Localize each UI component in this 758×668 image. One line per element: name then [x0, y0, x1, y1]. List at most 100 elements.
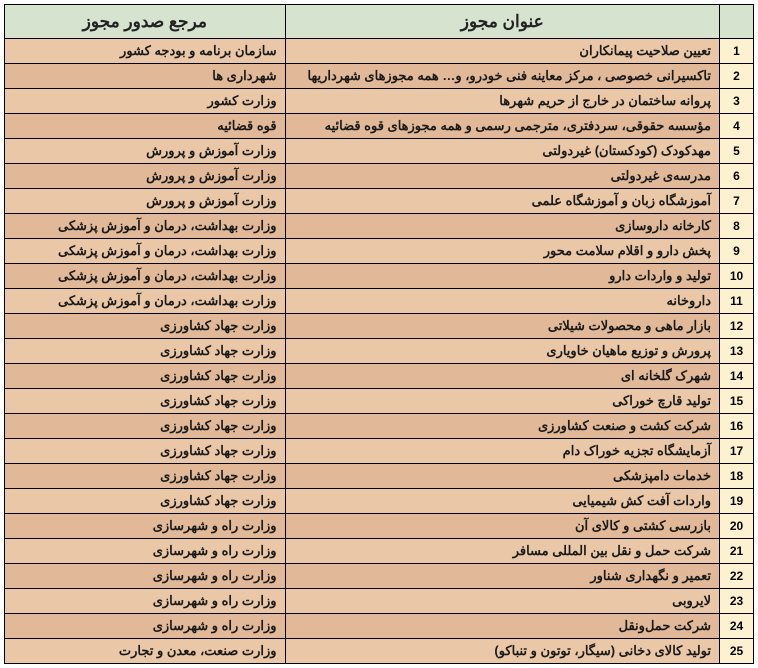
- permit-title: شرکت حمل‌ونقل: [285, 614, 719, 639]
- table-body: 1تعیین صلاحیت پیمانکارانسازمان برنامه و …: [5, 39, 754, 664]
- header-ref: مرجع صدور مجوز: [5, 5, 286, 39]
- table-row: 3پروانه ساختمان در خارج از حریم شهرهاوزا…: [5, 89, 754, 114]
- issuing-authority: وزارت راه و شهرسازی: [5, 564, 286, 589]
- table-row: 24شرکت حمل‌ونقلوزارت راه و شهرسازی: [5, 614, 754, 639]
- table-row: 5مهدکودک (کودکستان) غیردولتیوزارت آموزش …: [5, 139, 754, 164]
- row-number: 23: [720, 589, 754, 614]
- issuing-authority: وزارت جهاد کشاورزی: [5, 414, 286, 439]
- permit-title: لایروبی: [285, 589, 719, 614]
- table-row: 13پرورش و توزیع ماهیان خاویاریوزارت جهاد…: [5, 339, 754, 364]
- issuing-authority: وزارت جهاد کشاورزی: [5, 489, 286, 514]
- row-number: 11: [720, 289, 754, 314]
- permit-title: بازار ماهی و محصولات شیلاتی: [285, 314, 719, 339]
- issuing-authority: سازمان برنامه و بودجه کشور: [5, 39, 286, 64]
- permit-title: تاکسیرانی خصوصی ، مرکز معاینه فنی خودرو،…: [285, 64, 719, 89]
- row-number: 1: [720, 39, 754, 64]
- table-row: 4مؤسسه حقوقی، سردفتری، مترجمی رسمی و همه…: [5, 114, 754, 139]
- table-row: 15تولید قارچ خوراکیوزارت جهاد کشاورزی: [5, 389, 754, 414]
- issuing-authority: وزارت آموزش و پرورش: [5, 139, 286, 164]
- issuing-authority: وزارت بهداشت، درمان و آموزش پزشکی: [5, 239, 286, 264]
- permit-title: شرکت حمل و نقل بین المللی مسافر: [285, 539, 719, 564]
- issuing-authority: وزارت کشور: [5, 89, 286, 114]
- permit-title: کارخانه داروسازی: [285, 214, 719, 239]
- issuing-authority: وزارت راه و شهرسازی: [5, 539, 286, 564]
- table-header-row: عنوان مجوز مرجع صدور مجوز: [5, 5, 754, 39]
- issuing-authority: وزارت بهداشت، درمان و آموزش پزشکی: [5, 214, 286, 239]
- permit-title: شهرک گلخانه ای: [285, 364, 719, 389]
- issuing-authority: شهرداری ها: [5, 64, 286, 89]
- table-row: 17آزمایشگاه تجزیه خوراک داموزارت جهاد کش…: [5, 439, 754, 464]
- table-row: 12بازار ماهی و محصولات شیلاتیوزارت جهاد …: [5, 314, 754, 339]
- row-number: 6: [720, 164, 754, 189]
- permit-title: پروانه ساختمان در خارج از حریم شهرها: [285, 89, 719, 114]
- row-number: 18: [720, 464, 754, 489]
- table-row: 18خدمات دامپزشکیوزارت جهاد کشاورزی: [5, 464, 754, 489]
- row-number: 5: [720, 139, 754, 164]
- issuing-authority: وزارت آموزش و پرورش: [5, 189, 286, 214]
- table-row: 11داروخانهوزارت بهداشت، درمان و آموزش پز…: [5, 289, 754, 314]
- header-title: عنوان مجوز: [285, 5, 719, 39]
- permit-title: واردات آفت کش شیمیایی: [285, 489, 719, 514]
- permit-title: شرکت کشت و صنعت کشاورزی: [285, 414, 719, 439]
- table-row: 16شرکت کشت و صنعت کشاورزیوزارت جهاد کشاو…: [5, 414, 754, 439]
- issuing-authority: وزارت راه و شهرسازی: [5, 589, 286, 614]
- row-number: 7: [720, 189, 754, 214]
- row-number: 12: [720, 314, 754, 339]
- permit-title: خدمات دامپزشکی: [285, 464, 719, 489]
- permit-title: پخش دارو و اقلام سلامت محور: [285, 239, 719, 264]
- permit-title: تولید قارچ خوراکی: [285, 389, 719, 414]
- permit-title: مهدکودک (کودکستان) غیردولتی: [285, 139, 719, 164]
- issuing-authority: وزارت راه و شهرسازی: [5, 614, 286, 639]
- permit-title: آموزشگاه زبان و آموزشگاه علمی: [285, 189, 719, 214]
- permit-title: بازرسی کشتی و کالای آن: [285, 514, 719, 539]
- table-row: 20بازرسی کشتی و کالای آنوزارت راه و شهرس…: [5, 514, 754, 539]
- row-number: 2: [720, 64, 754, 89]
- row-number: 19: [720, 489, 754, 514]
- table-row: 8کارخانه داروسازیوزارت بهداشت، درمان و آ…: [5, 214, 754, 239]
- row-number: 15: [720, 389, 754, 414]
- table-row: 22تعمیر و نگهداری شناوروزارت راه و شهرسا…: [5, 564, 754, 589]
- issuing-authority: وزارت جهاد کشاورزی: [5, 314, 286, 339]
- table-row: 19واردات آفت کش شیمیاییوزارت جهاد کشاورز…: [5, 489, 754, 514]
- issuing-authority: وزارت آموزش و پرورش: [5, 164, 286, 189]
- permit-title: داروخانه: [285, 289, 719, 314]
- table-row: 1تعیین صلاحیت پیمانکارانسازمان برنامه و …: [5, 39, 754, 64]
- row-number: 10: [720, 264, 754, 289]
- permit-title: پرورش و توزیع ماهیان خاویاری: [285, 339, 719, 364]
- issuing-authority: قوه قضائیه: [5, 114, 286, 139]
- table-row: 7آموزشگاه زبان و آموزشگاه علمیوزارت آموز…: [5, 189, 754, 214]
- issuing-authority: وزارت جهاد کشاورزی: [5, 339, 286, 364]
- issuing-authority: وزارت جهاد کشاورزی: [5, 439, 286, 464]
- row-number: 9: [720, 239, 754, 264]
- issuing-authority: وزارت بهداشت، درمان و آموزش پزشکی: [5, 264, 286, 289]
- permits-table: عنوان مجوز مرجع صدور مجوز 1تعیین صلاحیت …: [4, 4, 754, 664]
- issuing-authority: وزارت بهداشت، درمان و آموزش پزشکی: [5, 289, 286, 314]
- table-row: 9پخش دارو و اقلام سلامت محوروزارت بهداشت…: [5, 239, 754, 264]
- row-number: 21: [720, 539, 754, 564]
- issuing-authority: وزارت جهاد کشاورزی: [5, 464, 286, 489]
- row-number: 24: [720, 614, 754, 639]
- header-num: [720, 5, 754, 39]
- issuing-authority: وزارت راه و شهرسازی: [5, 514, 286, 539]
- issuing-authority: وزارت جهاد کشاورزی: [5, 364, 286, 389]
- permit-title: تعیین صلاحیت پیمانکاران: [285, 39, 719, 64]
- permit-title: آزمایشگاه تجزیه خوراک دام: [285, 439, 719, 464]
- row-number: 17: [720, 439, 754, 464]
- table-row: 14شهرک گلخانه ایوزارت جهاد کشاورزی: [5, 364, 754, 389]
- table-row: 2تاکسیرانی خصوصی ، مرکز معاینه فنی خودرو…: [5, 64, 754, 89]
- row-number: 13: [720, 339, 754, 364]
- table-row: 10تولید و واردات دارووزارت بهداشت، درمان…: [5, 264, 754, 289]
- row-number: 3: [720, 89, 754, 114]
- permit-title: تولید و واردات دارو: [285, 264, 719, 289]
- row-number: 20: [720, 514, 754, 539]
- row-number: 16: [720, 414, 754, 439]
- table-row: 6مدرسه‌ی غیردولتیوزارت آموزش و پرورش: [5, 164, 754, 189]
- permit-title: مدرسه‌ی غیردولتی: [285, 164, 719, 189]
- row-number: 4: [720, 114, 754, 139]
- issuing-authority: وزارت جهاد کشاورزی: [5, 389, 286, 414]
- permit-title: تعمیر و نگهداری شناور: [285, 564, 719, 589]
- table-row: 23لایروبیوزارت راه و شهرسازی: [5, 589, 754, 614]
- permit-title: مؤسسه حقوقی، سردفتری، مترجمی رسمی و همه …: [285, 114, 719, 139]
- row-number: 22: [720, 564, 754, 589]
- row-number: 8: [720, 214, 754, 239]
